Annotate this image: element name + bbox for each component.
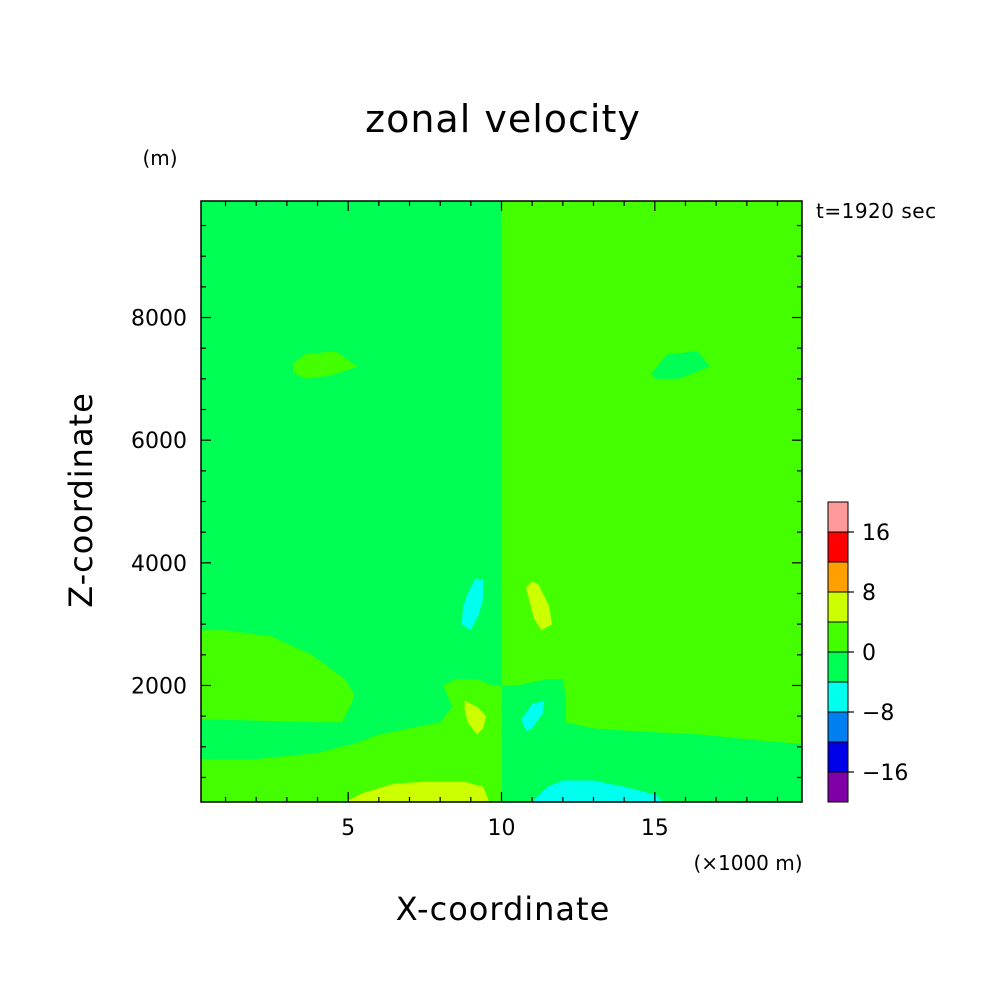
x-tick-label: 5 [341,816,355,841]
axis-ticks [201,201,802,802]
y-tick-label: 8000 [131,307,187,332]
region-surface-negative-lobe [532,780,664,802]
x-axis-title: X-coordinate [396,890,611,928]
colorbar-tick-label: −16 [862,761,908,786]
region-lower-mid-negative-cell [521,700,545,732]
colorbar-tick-label: −8 [862,701,894,726]
y-tick-label: 2000 [131,674,187,699]
y-tick-labels: 2000 4000 6000 8000 [131,307,187,700]
colorbar-tick-label: 8 [862,581,876,606]
colorbar-swatch [827,741,849,773]
contour-regions [201,351,802,802]
colorbar-swatch [827,651,849,683]
x-tick-label: 15 [641,816,669,841]
x-unit-label: (×1000 m) [693,851,802,875]
region-upper-mid-negative-cell [461,578,484,631]
region-upper-left-positive-blob [293,351,358,379]
colorbar-swatch [827,561,849,593]
plot-frame [200,200,803,803]
colorbar-swatch [827,501,849,533]
colorbar-swatch [827,681,849,713]
region-surface-positive-lobe [345,781,490,802]
y-tick-label: 4000 [131,552,187,577]
region-lower-mid-positive-cell [464,700,487,735]
y-tick-label: 6000 [131,429,187,454]
colorbar-swatch [827,621,849,653]
x-tick-labels: 5 10 15 [341,816,669,841]
time-label: t=1920 sec [816,199,937,223]
region-lower-right-positive-band [664,630,802,720]
region-upper-right-negative-blob [651,351,710,379]
plot-area [200,200,803,803]
colorbar-swatch [827,591,849,623]
y-axis-title: Z-coordinate [62,392,100,608]
region-lower-left-positive-band-2 [201,679,502,802]
colorbar-tick-label: 16 [862,521,890,546]
colorbar-swatch [827,711,849,743]
y-unit-label: (m) [142,146,177,170]
colorbar-tick-label: 0 [862,641,876,666]
colorbar-swatch [827,531,849,563]
region-upper-mid-positive-cell [526,581,553,631]
colorbar-swatch [827,771,849,803]
chart-title: zonal velocity [365,97,641,141]
x-tick-label: 10 [488,816,516,841]
region-lower-right-negative-band [501,679,802,802]
region-lower-left-positive-band [201,630,355,723]
colorbar: −16 −8 0 8 16 [827,501,908,803]
